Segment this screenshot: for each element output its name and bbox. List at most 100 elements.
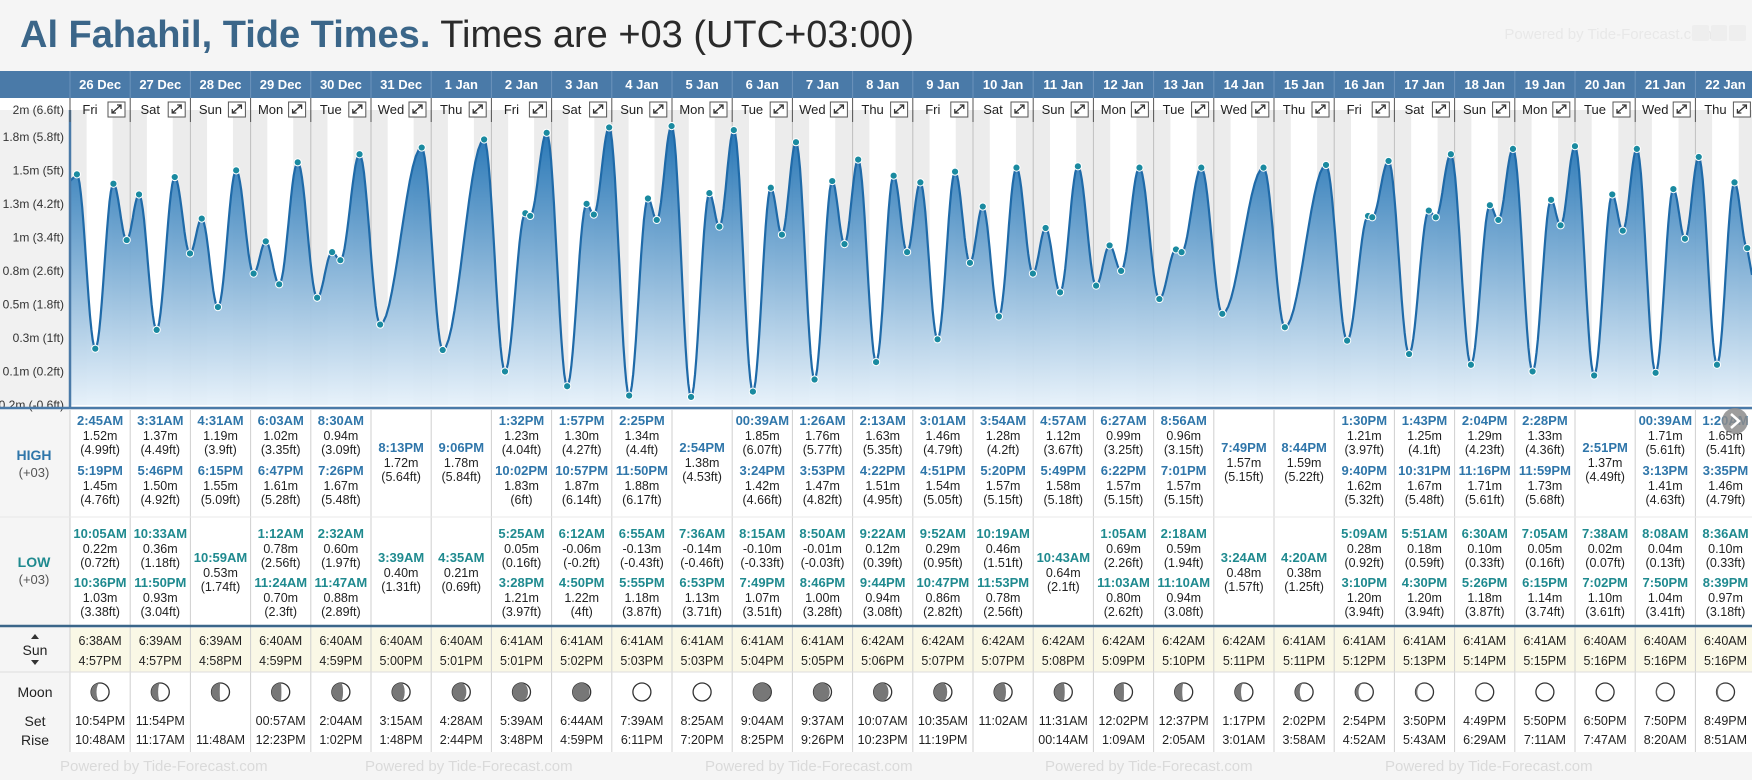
low-tide-height-m: 0.21m xyxy=(444,566,479,580)
low-tide-time: 8:15AM xyxy=(739,526,785,541)
sunset-time: 5:16PM xyxy=(1704,654,1747,668)
low-tide-height-ft: (1.51ft) xyxy=(983,556,1023,570)
expand-icon xyxy=(1676,104,1687,114)
high-tide-time: 8:44PM xyxy=(1281,440,1327,455)
weekday-label: Tue xyxy=(320,102,342,117)
moonrise-time: 5:43AM xyxy=(1403,733,1446,747)
moonrise-time: 7:20PM xyxy=(681,733,724,747)
low-tide-height-ft: (2.56ft) xyxy=(261,556,301,570)
sunrise-time: 6:40AM xyxy=(259,634,302,648)
low-tide-time: 5:51AM xyxy=(1401,526,1447,541)
tide-point xyxy=(1368,213,1377,222)
moonset-time: 7:39AM xyxy=(620,714,663,728)
moonset-time: 4:49PM xyxy=(1463,714,1506,728)
tide-point xyxy=(197,214,206,223)
footer-credit: Powered by Tide-Forecast.com xyxy=(60,758,268,775)
expand-icon xyxy=(352,104,363,114)
high-tide-height-ft: (5.68ft) xyxy=(1525,493,1565,507)
high-tide-time: 10:02PM xyxy=(495,463,548,478)
date-label: 19 Jan xyxy=(1525,77,1566,92)
tide-point xyxy=(249,269,258,278)
high-tide-height-ft: (4.36ft) xyxy=(1525,443,1565,457)
moonrise-time: 3:58AM xyxy=(1283,733,1326,747)
date-label: 10 Jan xyxy=(983,77,1024,92)
tide-point xyxy=(715,222,724,231)
moonset-time: 7:50PM xyxy=(1644,714,1687,728)
tide-point xyxy=(1730,178,1739,187)
high-tide-time: 6:03AM xyxy=(258,413,304,428)
tide-point xyxy=(563,382,572,391)
tide-point xyxy=(903,248,912,257)
moon-shadow xyxy=(1054,683,1065,701)
tide-point xyxy=(1028,269,1038,278)
high-tide-time: 8:56AM xyxy=(1161,413,1207,428)
moonset-time: 8:25AM xyxy=(681,714,724,728)
high-tide-height-ft: (4.04ft) xyxy=(502,443,542,457)
tide-point xyxy=(122,235,131,245)
low-tide-height-m: 0.59m xyxy=(1166,542,1201,556)
high-tide-height-m: 1.46m xyxy=(1708,479,1743,493)
tide-point xyxy=(293,158,302,167)
scroll-next-button[interactable] xyxy=(1722,408,1748,434)
weekday-label: Sat xyxy=(983,102,1003,117)
low-tide-height-ft: (0.72ft) xyxy=(80,556,120,570)
high-tide-height-m: 1.59m xyxy=(1287,456,1322,470)
tide-point xyxy=(854,155,863,164)
expand-icon xyxy=(893,104,905,114)
low-tide-time: 10:59AM xyxy=(194,550,247,565)
tide-point xyxy=(1485,201,1494,210)
tide-point xyxy=(313,293,322,302)
moon-phase-icon xyxy=(632,682,652,702)
low-tide-height-m: 0.70m xyxy=(263,591,298,605)
moonset-label: Set xyxy=(24,713,45,729)
low-tide-height-m: 0.22m xyxy=(83,542,118,556)
low-tide-height-ft: (3.94ft) xyxy=(1344,605,1384,619)
tide-point xyxy=(643,194,653,203)
moonset-time: 2:04AM xyxy=(319,714,362,728)
date-label: 18 Jan xyxy=(1464,77,1505,92)
low-tide-height-m: 0.53m xyxy=(203,566,238,580)
tide-point xyxy=(1259,163,1268,172)
powered-by-credit[interactable]: Powered by Tide-Forecast.com xyxy=(1504,26,1712,43)
low-tide-time: 4:30PM xyxy=(1402,575,1448,590)
low-tide-height-ft: (-0.33ft) xyxy=(740,556,784,570)
sunrise-time: 6:39AM xyxy=(199,634,242,648)
tide-point xyxy=(1343,336,1352,345)
tide-point xyxy=(1055,288,1065,297)
moonrise-time: 8:20AM xyxy=(1644,733,1687,747)
tide-point xyxy=(1651,368,1660,377)
date-label: 9 Jan xyxy=(926,77,959,92)
high-tide-height-ft: (5.77ft) xyxy=(803,443,843,457)
low-tide-height-m: 0.28m xyxy=(1347,542,1382,556)
moonrise-time: 12:23PM xyxy=(256,733,306,747)
weekday-label: Sun xyxy=(199,102,222,117)
tide-point xyxy=(605,123,614,132)
high-tide-height-m: 1.41m xyxy=(1648,479,1683,493)
low-tide-height-m: 1.07m xyxy=(745,591,780,605)
moonrise-time: 4:59PM xyxy=(560,733,603,747)
date-label: 28 Dec xyxy=(200,77,242,92)
high-tide-height-ft: (4.63ft) xyxy=(1645,493,1685,507)
credit-icon xyxy=(1729,25,1747,41)
moonrise-time: 11:17AM xyxy=(136,733,185,747)
moonset-time: 10:07AM xyxy=(858,714,908,728)
sunset-time: 5:16PM xyxy=(1584,654,1627,668)
credit-icons xyxy=(1692,25,1747,41)
high-tide-height-m: 1.55m xyxy=(203,479,238,493)
tide-point xyxy=(828,176,837,186)
low-tide-height-m: 0.12m xyxy=(865,542,900,556)
tide-point xyxy=(91,344,100,353)
low-tide-time: 11:53PM xyxy=(977,575,1029,590)
moonset-time: 2:02PM xyxy=(1283,714,1326,728)
moon-shadow xyxy=(813,683,830,701)
sunset-arrow-icon xyxy=(31,660,39,665)
weekday-label: Thu xyxy=(440,102,462,117)
high-tide-height-ft: (3.9ft) xyxy=(204,443,237,457)
expand-icon xyxy=(171,104,182,114)
tide-point xyxy=(480,135,489,144)
expand-icon xyxy=(833,104,845,114)
moon-phase-icon xyxy=(1595,682,1615,702)
date-label: 2 Jan xyxy=(505,77,538,92)
expand-icon xyxy=(1255,104,1266,114)
low-tide-height-m: 0.86m xyxy=(926,591,961,605)
